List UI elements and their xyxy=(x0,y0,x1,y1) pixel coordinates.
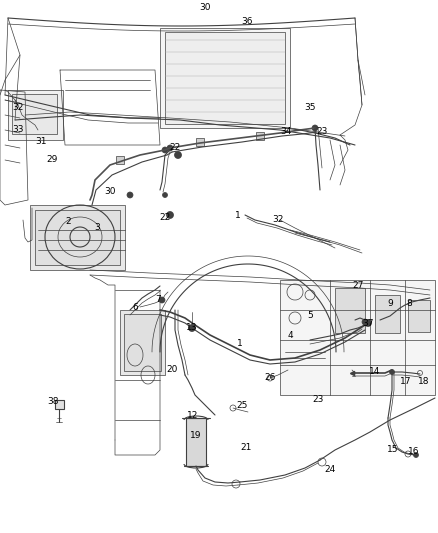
Text: 22: 22 xyxy=(170,143,180,152)
Bar xyxy=(124,314,161,371)
Circle shape xyxy=(162,147,168,153)
Text: 15: 15 xyxy=(387,446,399,455)
Bar xyxy=(196,138,204,146)
Text: 23: 23 xyxy=(316,127,328,136)
Text: 8: 8 xyxy=(406,298,412,308)
Text: 14: 14 xyxy=(369,367,381,376)
Circle shape xyxy=(162,192,167,198)
Circle shape xyxy=(312,125,318,131)
Text: 9: 9 xyxy=(387,298,393,308)
Text: 21: 21 xyxy=(240,443,252,453)
Circle shape xyxy=(166,212,173,219)
Text: 30: 30 xyxy=(199,4,211,12)
Bar xyxy=(280,280,435,395)
Circle shape xyxy=(413,453,418,457)
Text: 7: 7 xyxy=(155,295,161,304)
Circle shape xyxy=(127,192,133,198)
Bar xyxy=(160,28,290,128)
Text: 3: 3 xyxy=(94,223,100,232)
Text: 2: 2 xyxy=(65,217,71,227)
Circle shape xyxy=(389,369,395,375)
Circle shape xyxy=(167,145,173,151)
Text: 1: 1 xyxy=(237,340,243,349)
Circle shape xyxy=(362,319,368,325)
Text: 36: 36 xyxy=(241,18,253,27)
Bar xyxy=(116,156,124,164)
Text: 33: 33 xyxy=(12,125,24,134)
Circle shape xyxy=(188,325,195,332)
Text: 18: 18 xyxy=(418,377,430,386)
Text: 32: 32 xyxy=(272,215,284,224)
Bar xyxy=(408,300,430,332)
Text: 20: 20 xyxy=(166,365,178,374)
Text: 19: 19 xyxy=(190,431,202,440)
Bar xyxy=(375,295,400,333)
Circle shape xyxy=(174,151,181,158)
Text: 4: 4 xyxy=(287,330,293,340)
Bar xyxy=(165,32,285,124)
Text: 30: 30 xyxy=(104,188,116,197)
Text: 13: 13 xyxy=(186,322,198,332)
Text: 35: 35 xyxy=(304,103,316,112)
Text: 17: 17 xyxy=(400,377,412,386)
Bar xyxy=(120,310,165,375)
Text: 24: 24 xyxy=(325,465,336,474)
Text: 25: 25 xyxy=(237,400,247,409)
Circle shape xyxy=(159,297,165,303)
Bar xyxy=(30,205,125,270)
Circle shape xyxy=(364,319,371,327)
Text: 37: 37 xyxy=(362,319,374,327)
Text: 29: 29 xyxy=(46,156,58,165)
Bar xyxy=(256,132,264,140)
Bar xyxy=(35,210,120,265)
Text: 22: 22 xyxy=(159,214,171,222)
Text: 5: 5 xyxy=(307,311,313,320)
Text: 6: 6 xyxy=(132,303,138,311)
Text: 31: 31 xyxy=(35,138,47,147)
Text: 16: 16 xyxy=(408,448,420,456)
Text: 1: 1 xyxy=(235,211,241,220)
Text: 38: 38 xyxy=(47,398,59,407)
Bar xyxy=(55,400,64,409)
Text: 27: 27 xyxy=(352,280,364,289)
Text: 26: 26 xyxy=(264,374,276,383)
Text: 34: 34 xyxy=(280,127,292,136)
Bar xyxy=(186,418,206,466)
Bar xyxy=(335,288,365,333)
Text: 12: 12 xyxy=(187,410,199,419)
Text: 32: 32 xyxy=(12,103,24,112)
Text: 23: 23 xyxy=(312,395,324,405)
Bar xyxy=(8,90,63,140)
Bar xyxy=(12,94,57,134)
